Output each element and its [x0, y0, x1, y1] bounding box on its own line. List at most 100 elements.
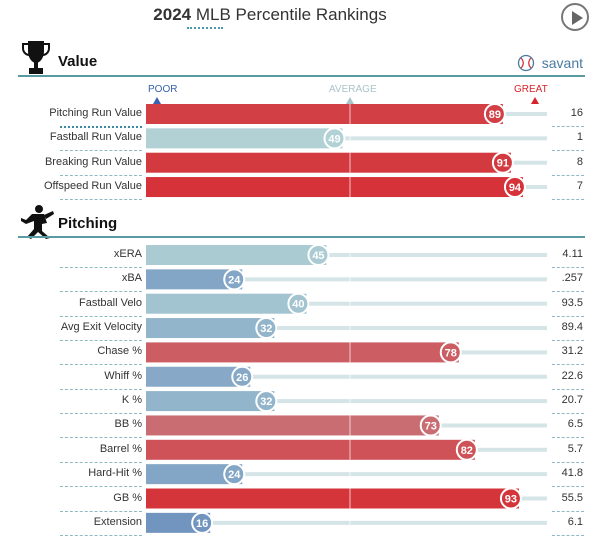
- metric-value: 93.5: [561, 296, 583, 309]
- percentile-label: 26: [236, 372, 248, 384]
- percentile-track: [146, 301, 547, 306]
- metric-value: 31.2: [561, 345, 583, 358]
- metric-value: 7: [576, 180, 583, 193]
- metric-label: Breaking Run Value: [44, 155, 142, 168]
- percentile-label: 73: [425, 420, 437, 432]
- percentile-circle: [503, 176, 526, 199]
- metric-value: 55.5: [561, 491, 583, 504]
- row-separator: [60, 461, 142, 463]
- percentile-label: 82: [461, 445, 473, 457]
- percentile-label: 91: [497, 158, 509, 170]
- percentile-label: 89: [489, 109, 501, 121]
- row-separator: [552, 199, 584, 201]
- pitcher-icon: [21, 205, 54, 239]
- percentile-track: [146, 374, 547, 379]
- percentile-track: [146, 277, 547, 282]
- percentile-circle: [491, 151, 514, 174]
- percentile-circle: [499, 487, 522, 510]
- row-separator: [552, 291, 584, 293]
- metric-label: Offspeed Run Value: [43, 180, 142, 193]
- section-title-pitching: Pitching: [58, 215, 118, 232]
- metric-value: 5.7: [567, 442, 583, 455]
- metric-label: K %: [121, 394, 142, 407]
- row-separator: [552, 126, 584, 127]
- percentile-bar: [146, 366, 251, 387]
- value-section-rule: [18, 75, 585, 77]
- poor-marker-triangle: [153, 97, 161, 104]
- percentile-bar: [146, 245, 327, 265]
- average-marker-triangle: [346, 97, 354, 104]
- row-separator: [552, 510, 584, 512]
- metric-value: 89.4: [561, 321, 583, 334]
- row-separator: [60, 150, 142, 152]
- percentile-bar: [146, 391, 275, 412]
- percentile-bar: [146, 293, 307, 314]
- row-separator: [60, 510, 142, 512]
- metric-label: Hard-Hit %: [88, 467, 142, 480]
- percentile-track: [146, 399, 547, 404]
- row-separator: [60, 126, 142, 128]
- percentile-circle: [287, 292, 310, 315]
- percentile-circle: [323, 127, 346, 150]
- percentile-track: [146, 520, 547, 525]
- percentile-label: 93: [505, 494, 517, 506]
- page-title: 2024 MLB Percentile Rankings: [0, 5, 540, 25]
- pitching-section-rule: [18, 236, 585, 238]
- metric-value: 6.1: [567, 515, 583, 528]
- metric-value: 16: [570, 107, 583, 119]
- metric-label: Fastball Run Value: [49, 131, 142, 144]
- row-separator: [60, 267, 142, 268]
- percentile-label: 16: [196, 518, 208, 530]
- row-separator: [552, 267, 584, 268]
- trophy-icon: [22, 41, 50, 74]
- percentile-track: [146, 253, 547, 257]
- percentile-circle: [483, 103, 506, 125]
- row-separator: [552, 413, 584, 415]
- percentile-circle: [307, 244, 330, 266]
- percentile-track: [146, 136, 547, 141]
- metric-label: Extension: [93, 515, 142, 528]
- percentile-track: [146, 472, 547, 477]
- percentile-bar: [146, 269, 243, 290]
- row-separator: [60, 174, 142, 176]
- play-button[interactable]: [561, 3, 589, 31]
- poor-marker: POOR: [148, 84, 178, 95]
- row-separator: [60, 199, 142, 201]
- metric-label: BB %: [114, 418, 142, 431]
- row-separator: [60, 486, 142, 488]
- great-marker: GREAT: [514, 84, 548, 95]
- metric-value: 4.11: [562, 248, 583, 260]
- percentile-bar: [146, 342, 459, 363]
- metric-value: 1: [576, 131, 583, 144]
- percentile-label: 24: [228, 469, 241, 481]
- row-separator: [60, 291, 142, 293]
- average-marker: AVERAGE: [329, 84, 377, 95]
- section-title-value: Value: [58, 53, 98, 70]
- percentile-label: 24: [228, 274, 241, 286]
- row-separator: [552, 461, 584, 463]
- title-text: MLB Percentile Rankings: [195, 5, 387, 24]
- row-separator: [552, 150, 584, 152]
- metric-value: 6.5: [567, 418, 583, 431]
- row-separator: [552, 388, 584, 390]
- metric-label: Chase %: [97, 345, 142, 358]
- percentile-circle: [223, 463, 246, 486]
- percentile-bar: [146, 152, 511, 173]
- metric-value: 20.7: [561, 394, 583, 407]
- metric-label: Avg Exit Velocity: [60, 321, 142, 334]
- percentile-bar: [146, 128, 343, 149]
- row-separator: [552, 174, 584, 176]
- metric-label: GB %: [113, 491, 142, 504]
- row-separator: [552, 315, 584, 317]
- percentile-label: 32: [260, 396, 272, 408]
- percentile-bar: [146, 318, 275, 339]
- metric-value: 22.6: [561, 369, 583, 382]
- row-separator: [552, 534, 584, 536]
- percentile-circle: [439, 341, 462, 364]
- row-separator: [552, 486, 584, 488]
- title-underline: [187, 27, 223, 29]
- title-year: 2024: [153, 5, 192, 24]
- savant-logo: savant: [541, 55, 583, 71]
- row-separator: [552, 340, 584, 342]
